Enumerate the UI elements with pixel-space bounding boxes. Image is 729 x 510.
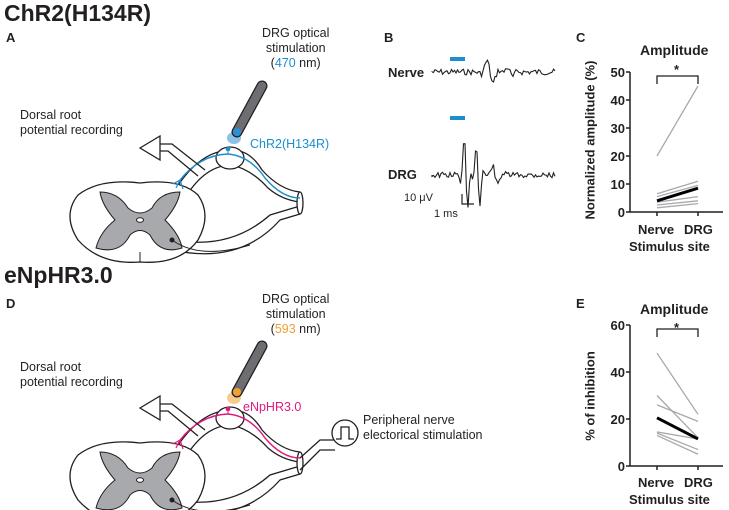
chart-e-subject-line-4 bbox=[656, 432, 699, 451]
scale-time: 1 ms bbox=[434, 208, 458, 220]
chart-c-y-tick-label: 0 bbox=[617, 204, 625, 220]
chart-e-title: Amplitude bbox=[640, 301, 709, 317]
chart-c-xtick-drg: DRG bbox=[684, 222, 713, 237]
section-title-enphr: eNpHR3.0 bbox=[4, 262, 113, 288]
opsin-label-a: ChR2(H134R) bbox=[250, 137, 330, 151]
panel-d-stim-electrode bbox=[299, 439, 335, 471]
chart-e-subject-line-3 bbox=[656, 431, 699, 440]
chart-e-subject-line-5 bbox=[656, 434, 699, 455]
chart-c-subject-line-5 bbox=[656, 202, 699, 209]
panel-a-drg-ganglion bbox=[215, 146, 245, 170]
recording-label-d: Dorsal root potential recording bbox=[20, 360, 123, 389]
drg-trace bbox=[431, 143, 556, 208]
panel-a-recording-electrode bbox=[160, 143, 206, 177]
panel-a-nerve-end bbox=[296, 191, 304, 215]
panel-a-recording-amplifier bbox=[138, 134, 161, 162]
chart-e-mean-line bbox=[656, 416, 699, 441]
panel-label-a: A bbox=[6, 30, 16, 45]
chart-c-xlabel: Stimulus site bbox=[629, 239, 710, 254]
panel-d-dorsal-root-lower bbox=[184, 424, 301, 463]
trace-label-nerve: Nerve bbox=[388, 65, 425, 80]
chart-c-mean-line bbox=[656, 186, 699, 203]
stim-bar-nerve bbox=[450, 57, 465, 61]
chart-c-subject-line-3 bbox=[656, 195, 699, 203]
chart-c-y-tick-label: 20 bbox=[610, 148, 625, 164]
chart-c-subject-line-4 bbox=[656, 200, 699, 206]
chart-e-subject-line-0 bbox=[656, 352, 699, 415]
panel-d-recording-amplifier bbox=[138, 394, 161, 422]
panel-a-diagram bbox=[69, 80, 304, 263]
stim-label-d: DRG optical stimulation (593 nm) bbox=[262, 292, 330, 336]
chart-c-subject-line-2 bbox=[656, 184, 699, 198]
chart-c-xtick-nerve: Nerve bbox=[638, 222, 675, 237]
panel-a-fiber-tip bbox=[233, 128, 241, 136]
chart-c-y-tick-label: 30 bbox=[610, 120, 625, 136]
panel-label-b: B bbox=[384, 30, 394, 45]
chart-e-subject-line-1 bbox=[656, 395, 699, 439]
chart-e-significance: * bbox=[674, 320, 680, 335]
scale-bar bbox=[461, 194, 474, 205]
chart-e-y-tick-label: 0 bbox=[617, 458, 625, 474]
panel-a-neuron-terminal bbox=[172, 179, 184, 190]
panel-label-c: C bbox=[576, 30, 586, 45]
panel-a-sensory-neuron bbox=[179, 153, 301, 199]
scale-voltage: 10 μV bbox=[404, 192, 433, 204]
chart-c-subject-line-1 bbox=[656, 180, 699, 195]
panel-d-central-canal bbox=[136, 477, 144, 483]
peripheral-label: Peripheral nerve electorical stimulation bbox=[363, 413, 483, 442]
chart-e-xtick-nerve: Nerve bbox=[638, 475, 675, 490]
stim-label-a: DRG optical stimulation (470 nm) bbox=[262, 26, 330, 70]
panel-a-neuron-soma bbox=[225, 146, 231, 152]
panel-d-neuron-terminal bbox=[172, 439, 184, 450]
chart-c-significance: * bbox=[674, 62, 680, 77]
panel-d-motor-axon bbox=[171, 499, 251, 510]
wavelength-593: 593 bbox=[274, 322, 296, 336]
panel-d-fiber-tip bbox=[233, 388, 241, 396]
chart-c-y-tick-label: 10 bbox=[610, 176, 625, 192]
panel-d-stimulator bbox=[331, 419, 359, 447]
stim-bar-drg bbox=[450, 116, 465, 120]
panel-a-optic-fiber bbox=[232, 81, 267, 137]
panel-d-sensory-neuron bbox=[179, 413, 301, 459]
panel-d-pulse-icon bbox=[336, 426, 354, 440]
chart-e-xtick-drg: DRG bbox=[684, 475, 713, 490]
recording-label-a: Dorsal root potential recording bbox=[20, 108, 123, 137]
panel-d-drg-ganglion bbox=[215, 406, 245, 430]
trace-label-drg: DRG bbox=[388, 167, 417, 182]
chart-c-subject-line-0 bbox=[656, 85, 699, 157]
panel-d-optic-fiber bbox=[232, 341, 267, 397]
panel-label-d: D bbox=[6, 296, 16, 311]
chart-e-y-tick-label: 20 bbox=[610, 411, 625, 427]
chart-c-ylabel: Normalized amplitude (%) bbox=[582, 60, 598, 220]
chart-c-y-tick-label: 50 bbox=[610, 64, 625, 80]
chart-e-y-tick-label: 40 bbox=[610, 364, 625, 380]
chart-e-ylabel: % of inhibition bbox=[582, 351, 598, 441]
section-title-chr2: ChR2(H134R) bbox=[4, 0, 151, 26]
opsin-label-d: eNpHR3.0 bbox=[243, 400, 302, 414]
panel-a-central-canal bbox=[136, 217, 144, 223]
nerve-trace bbox=[431, 59, 556, 83]
chart-e-xlabel: Stimulus site bbox=[629, 492, 710, 507]
panel-a-dorsal-root-lower bbox=[184, 164, 301, 203]
chart-e-significance-bracket bbox=[656, 328, 699, 337]
panel-d-recording-electrode bbox=[160, 403, 206, 437]
chart-c-title: Amplitude bbox=[640, 42, 709, 58]
wavelength-470: 470 bbox=[274, 56, 296, 70]
chart-e-y-tick-label: 60 bbox=[610, 317, 625, 333]
panel-a-motor-axon bbox=[171, 239, 251, 252]
chart-c-significance-bracket bbox=[656, 75, 699, 84]
chart-c-y-tick-label: 40 bbox=[610, 92, 625, 108]
chart-e-subject-line-2 bbox=[656, 404, 699, 422]
panel-label-e: E bbox=[576, 296, 585, 311]
panel-d-diagram bbox=[69, 340, 359, 510]
